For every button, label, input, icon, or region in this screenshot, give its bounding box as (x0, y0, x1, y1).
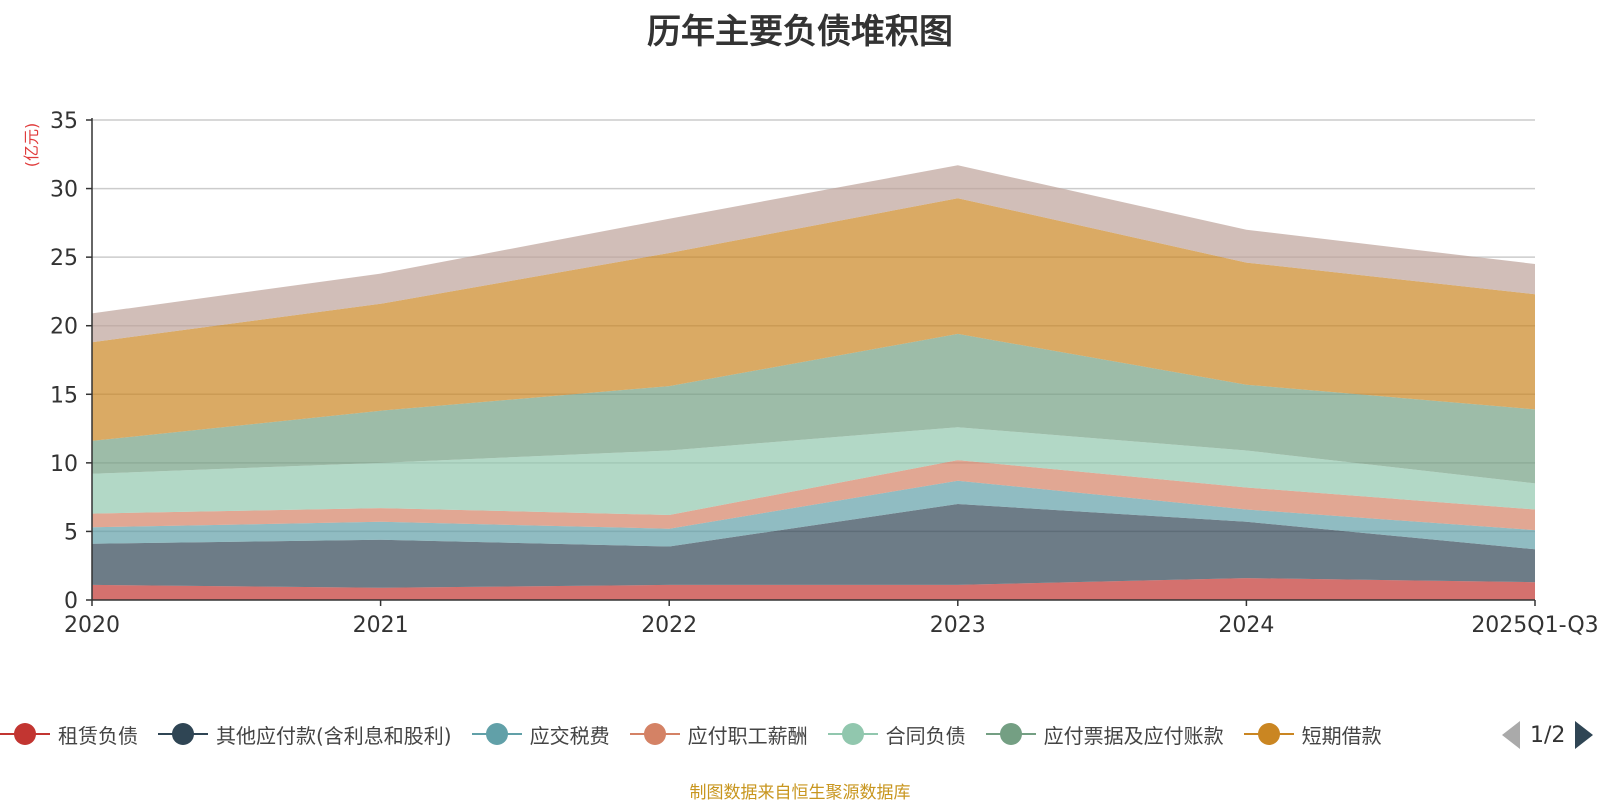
y-axis-title: (亿元) (22, 123, 41, 168)
legend-marker-icon (1243, 723, 1294, 745)
legend-label: 合同负债 (885, 723, 966, 748)
y-tick-label: 10 (50, 452, 78, 477)
legend-label: 应交税费 (529, 723, 610, 748)
legend-marker-icon (0, 723, 50, 745)
x-tick-label: 2024 (1218, 613, 1274, 638)
legend-marker-icon (985, 723, 1036, 745)
legend-item[interactable]: 应付票据及应付账款 (985, 714, 1224, 754)
y-tick-label: 35 (50, 109, 78, 134)
legend-pager: 1/2 (1500, 718, 1596, 752)
area-series-短期借款[interactable] (92, 198, 1535, 441)
legend-label: 短期借款 (1301, 723, 1382, 748)
legend-marker-icon (158, 723, 208, 745)
area-series-其他应付款(含利息和股利)[interactable] (92, 504, 1535, 588)
legend: 租赁负债 其他应付款(含利息和股利) 应交税费 应付职工薪酬 合同负债 应付票据及应付账款… (0, 714, 1485, 754)
legend-page-indicator: 1/2 (1530, 722, 1566, 748)
legend-item[interactable]: 合同负债 (827, 714, 966, 754)
legend-marker-icon (471, 723, 522, 745)
y-tick-label: 30 (50, 178, 78, 203)
x-tick-label: 2023 (930, 613, 986, 638)
x-tick-label: 2025Q1-Q3 (1471, 613, 1598, 638)
legend-item[interactable]: 应付职工薪酬 (629, 714, 808, 754)
legend-label: 其他应付款(含利息和股利) (216, 723, 452, 748)
legend-label: 应付职工薪酬 (687, 723, 808, 748)
legend-prev-page-button[interactable] (1500, 719, 1522, 751)
legend-item[interactable]: 短期借款 (1243, 714, 1382, 754)
triangle-left-icon (1502, 721, 1520, 749)
axes: 0 5 10 15 20 25 30 35 2020 2021 2022 2023 2024 2025Q1… (50, 109, 1599, 638)
area-series-其他[interactable] (92, 165, 1535, 343)
area-series-租赁负债[interactable] (92, 578, 1535, 600)
legend-label: 应付票据及应付账款 (1043, 723, 1224, 748)
area-series-应交税费[interactable] (92, 480, 1535, 550)
legend-next-page-button[interactable] (1573, 719, 1595, 751)
legend-item[interactable]: 租赁负债 (0, 714, 138, 754)
legend-marker-icon (629, 723, 680, 745)
area-series (92, 165, 1535, 600)
y-tick-label: 20 (50, 315, 78, 340)
y-tick-label: 0 (64, 589, 78, 614)
triangle-right-icon (1575, 721, 1594, 749)
legend-item[interactable]: 其他应付款(含利息和股利) (158, 714, 452, 754)
x-tick-label: 2020 (64, 613, 120, 638)
y-tick-label: 25 (50, 246, 78, 271)
source-note: 制图数据来自恒生聚源数据库 (689, 783, 911, 803)
area-series-合同负债[interactable] (92, 427, 1535, 515)
y-tick-label: 15 (50, 383, 78, 408)
chart-title: 历年主要负债堆积图 (647, 12, 953, 52)
legend-label: 租赁负债 (58, 723, 138, 748)
x-tick-label: 2021 (353, 613, 409, 638)
legend-marker-icon (827, 723, 878, 745)
x-tick-label: 2022 (641, 613, 697, 638)
legend-item[interactable]: 应交税费 (471, 714, 610, 754)
area-series-应付票据及应付账款[interactable] (92, 333, 1535, 484)
y-tick-label: 5 (64, 520, 78, 545)
area-series-应付职工薪酬[interactable] (92, 460, 1535, 531)
